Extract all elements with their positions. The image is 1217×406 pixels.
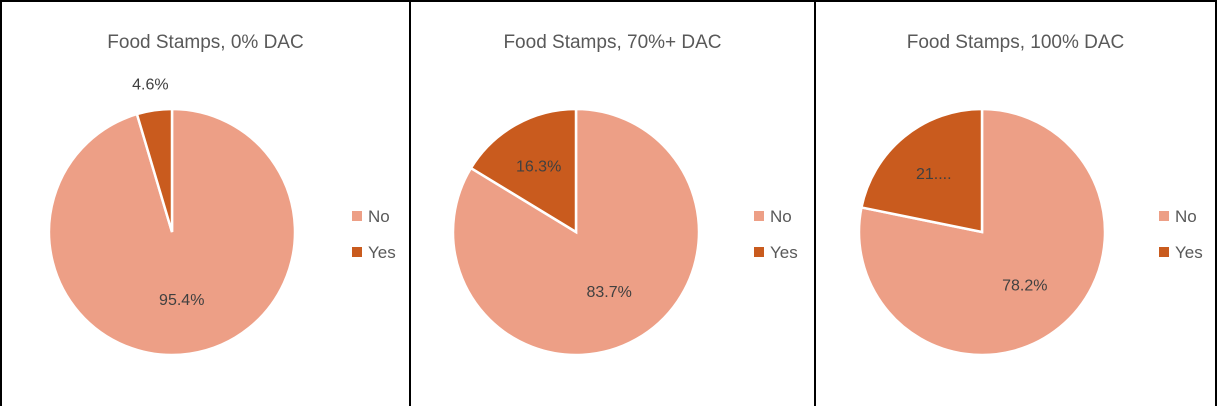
legend-label-yes: Yes [770,243,798,262]
data-label-no: 83.7% [586,284,631,301]
pie-chart: 95.4% 4.6% No Yes [47,77,396,357]
data-label-yes: 16.3% [516,159,561,176]
legend-label-yes: Yes [1175,243,1203,262]
legend-label-yes: Yes [368,243,396,262]
chart-panel-1: Food Stamps, 70%+ DAC 83.7% 16.3% No Yes [409,0,814,406]
pie-slice-yes [469,107,578,235]
data-label-yes: 21.... [916,166,952,183]
legend-label-no: No [1175,207,1197,226]
pie-chart: 83.7% 16.3% No Yes [451,107,798,357]
pie-slice-yes [860,107,984,234]
pie-chart: 78.2% 21.... No Yes [857,107,1203,357]
data-label-no: 78.2% [1002,277,1047,294]
legend-swatch-no [1159,211,1169,221]
legend-swatch-yes [754,247,764,257]
chart-title: Food Stamps, 0% DAC [107,32,304,53]
chart-panel-0: Food Stamps, 0% DAC 95.4% 4.6% No Yes [0,0,409,406]
legend-swatch-no [754,211,764,221]
chart-panel-2: Food Stamps, 100% DAC 78.2% 21.... No Yes [814,0,1217,406]
legend-swatch-no [352,211,362,221]
pie-slice-yes [135,107,174,233]
data-label-yes: 4.6% [132,77,168,94]
legend-swatch-yes [1159,247,1169,257]
legend-label-no: No [770,207,792,226]
legend-label-no: No [368,207,390,226]
chart-title: Food Stamps, 70%+ DAC [503,32,722,53]
legend-swatch-yes [352,247,362,257]
chart-title: Food Stamps, 100% DAC [906,32,1125,53]
data-label-no: 95.4% [159,292,204,309]
